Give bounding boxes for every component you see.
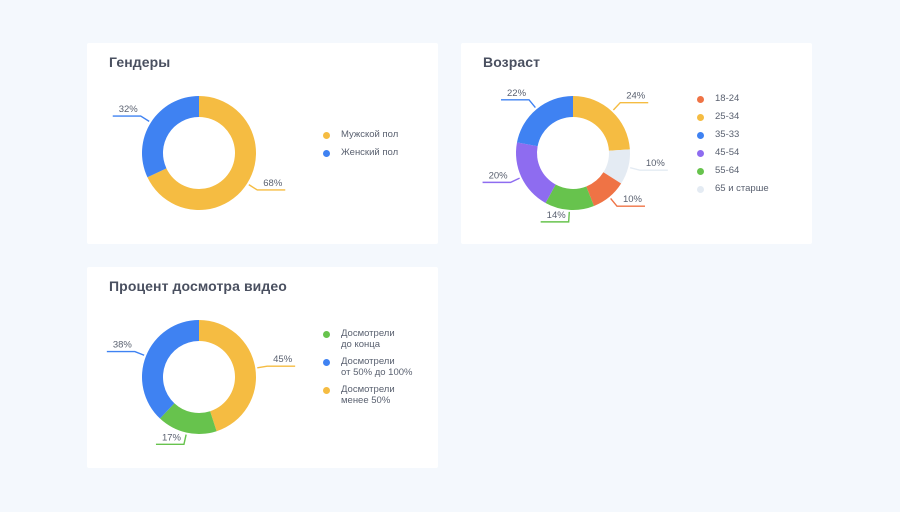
- age-legend-item: 55-64: [697, 165, 769, 183]
- age-legend-label: 25-34: [715, 111, 740, 122]
- view-legend-marker: [323, 359, 330, 366]
- age-slice-25-34: [573, 96, 630, 151]
- gender-donut-chart: 68% 32%: [112, 96, 286, 210]
- age-legend-marker: [697, 96, 704, 103]
- age-legend-label: 45-54: [715, 147, 740, 158]
- age-chart-title: Возраст: [483, 54, 541, 70]
- gender-legend-marker: [323, 132, 330, 139]
- gender-legend: Мужской пол Женский пол: [323, 129, 398, 165]
- age-leader-55-64: [540, 211, 570, 223]
- age-leader-35-33: [501, 99, 536, 108]
- age-legend-marker: [697, 186, 704, 193]
- gender-legend-label: Мужской пол: [341, 129, 399, 140]
- gender-leader-женский-пол: [112, 115, 150, 122]
- gender-leader-мужской-пол: [248, 184, 286, 191]
- age-label-55-64: 14%: [547, 210, 567, 221]
- view-chart-title: Процент досмотра видео: [109, 278, 287, 294]
- gender-label-женский-пол: 32%: [119, 104, 139, 115]
- age-legend-marker: [697, 168, 704, 175]
- age-legend-item: 45-54: [697, 147, 769, 165]
- age-leader-18-24: [610, 198, 645, 207]
- gender-chart-title: Гендеры: [109, 54, 171, 70]
- gender-legend-label: Женский пол: [341, 147, 399, 158]
- age-legend-item: 18-24: [697, 93, 769, 111]
- view-legend-label: Досмотрели: [341, 384, 395, 395]
- age-legend-item: 65 и старше: [697, 183, 769, 201]
- age-label-45-54: 20%: [489, 170, 509, 181]
- view-legend-marker: [323, 387, 330, 394]
- age-legend-item: 35-33: [697, 129, 769, 147]
- view-leader-досмотрели-от-50-до-100: [106, 350, 145, 356]
- view-legend-marker: [323, 331, 330, 338]
- age-slice-18-24: [586, 172, 622, 206]
- view-legend-label: до конца: [341, 339, 380, 350]
- gender-legend-item: Мужской пол: [323, 129, 398, 147]
- view-leader-досмотрели-до-конца: [155, 434, 187, 446]
- view-donut-chart: 45% 17% 38%: [106, 320, 296, 446]
- view-legend-item: Досмотрели от 50% до 100%: [323, 356, 423, 384]
- gender-label-мужской-пол: 68%: [263, 178, 283, 189]
- gender-slice-женский-пол: [142, 96, 199, 178]
- age-slice-35-33: [517, 96, 573, 147]
- age-legend-label: 18-24: [715, 93, 740, 104]
- age-legend-item: 25-34: [697, 111, 769, 129]
- age-label-25-34: 24%: [626, 91, 646, 102]
- view-legend-item: Досмотрели менее 50%: [323, 384, 423, 412]
- age-leader-65-и-старше: [629, 166, 668, 171]
- age-legend-label: 35-33: [715, 129, 740, 140]
- view-label-досмотрели-до-конца: 17%: [162, 432, 182, 443]
- view-legend-item: Досмотрели до конца: [323, 328, 423, 356]
- gender-legend-marker: [323, 150, 330, 157]
- age-slice-55-64: [545, 184, 594, 210]
- age-legend-label: 55-64: [715, 165, 740, 176]
- view-legend: Досмотрели до конца Досмотрели от 50% до 10…: [323, 328, 423, 412]
- view-leader-досмотрели-менее-50: [257, 365, 296, 369]
- age-legend-marker: [697, 114, 704, 121]
- age-legend: 18-24 25-34 35-33 45-54 55-64 65 и старше: [697, 93, 769, 201]
- age-leader-25-34: [612, 102, 649, 111]
- age-chart-card: Возраст 24% 10% 10% 14% 20% 22% 18-24 25-34 35-…: [461, 43, 812, 244]
- age-legend-marker: [697, 132, 704, 139]
- gender-chart-card: Гендеры 68% 32% Мужской пол Женский пол: [87, 43, 438, 244]
- view-slice-досмотрели-менее-50: [199, 320, 256, 432]
- view-legend-label: менее 50%: [341, 395, 391, 406]
- age-slice-65-и-старше: [603, 149, 630, 184]
- age-label-35-33: 22%: [507, 88, 527, 99]
- age-donut-chart: 24% 10% 10% 14% 20% 22%: [482, 88, 668, 223]
- view-legend-label: Досмотрели: [341, 356, 395, 367]
- view-legend-label: от 50% до 100%: [341, 367, 413, 378]
- view-label-досмотрели-от-50-до-100: 38%: [113, 340, 133, 351]
- view-chart-card: Процент досмотра видео 45% 17% 38% Досмотр…: [87, 267, 438, 468]
- age-label-65-и-старше: 10%: [646, 158, 666, 169]
- age-label-18-24: 10%: [623, 194, 643, 205]
- view-legend-label: Досмотрели: [341, 328, 395, 339]
- age-legend-marker: [697, 150, 704, 157]
- view-label-досмотрели-менее-50: 45%: [273, 354, 293, 365]
- view-slice-досмотрели-от-50-до-100: [142, 320, 199, 419]
- gender-legend-item: Женский пол: [323, 147, 398, 165]
- age-slice-45-54: [516, 142, 556, 203]
- gender-slice-мужской-пол: [147, 96, 256, 210]
- age-leader-45-54: [482, 177, 520, 184]
- view-slice-досмотрели-до-конца: [159, 403, 217, 434]
- age-legend-label: 65 и старше: [715, 183, 769, 194]
